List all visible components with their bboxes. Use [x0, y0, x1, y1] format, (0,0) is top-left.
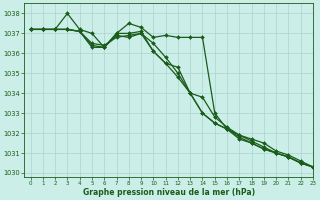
X-axis label: Graphe pression niveau de la mer (hPa): Graphe pression niveau de la mer (hPa)	[83, 188, 255, 197]
